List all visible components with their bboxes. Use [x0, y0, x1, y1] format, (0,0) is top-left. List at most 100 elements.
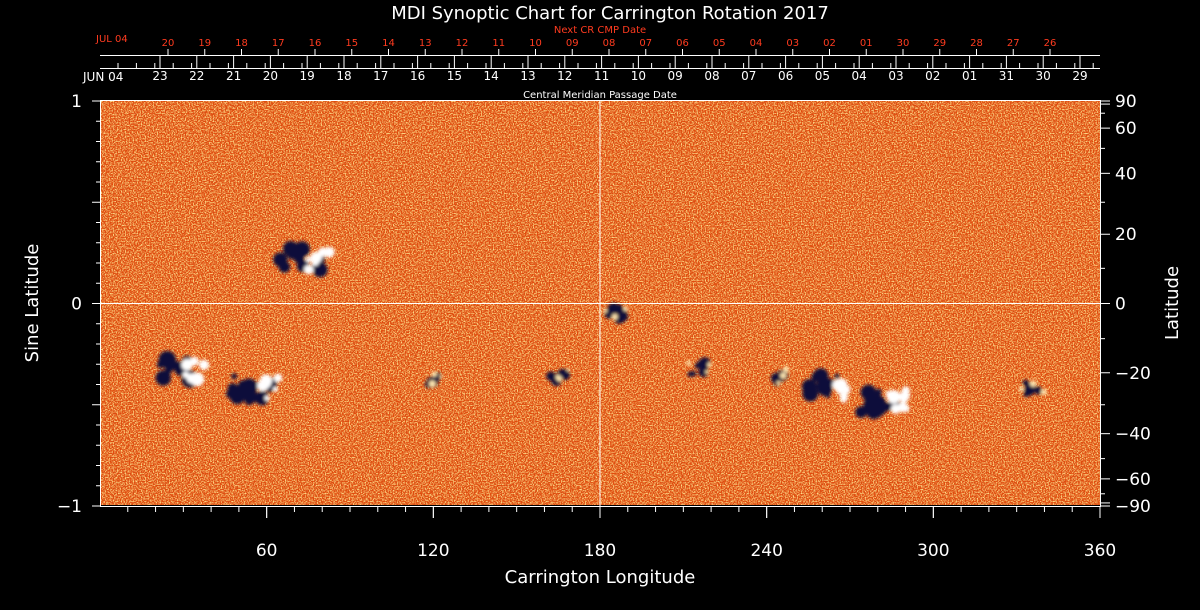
- y-axis-right: 90 60 40 20 0 −20 −40 −60 −90: [1100, 92, 1151, 517]
- negative-flux: [290, 251, 298, 260]
- positive-flux: [776, 380, 781, 385]
- next-cr-date-label: 18: [235, 38, 248, 49]
- cmp-date-label: 03: [888, 69, 903, 83]
- next-cr-date-label: 06: [676, 38, 689, 49]
- cmp-date-label: 20: [263, 69, 278, 83]
- cmp-date-label: 09: [668, 69, 683, 83]
- cmp-date-label: 15: [447, 69, 462, 83]
- next-cr-date-label: 07: [639, 38, 652, 49]
- y-right-tick-label: 60: [1115, 119, 1137, 139]
- cmp-date-label: 01: [962, 69, 977, 83]
- active-region: [603, 302, 629, 324]
- next-cr-date-label: 19: [198, 38, 211, 49]
- positive-flux: [439, 374, 443, 379]
- negative-flux: [802, 385, 819, 402]
- negative-flux: [690, 370, 697, 377]
- negative-flux: [312, 262, 328, 278]
- negative-flux: [165, 361, 171, 368]
- negative-flux: [155, 370, 171, 386]
- active-region: [801, 368, 851, 403]
- negative-flux: [864, 394, 879, 410]
- positive-flux: [686, 360, 692, 366]
- negative-flux: [561, 371, 570, 380]
- positive-flux: [566, 368, 570, 372]
- active-region: [273, 241, 335, 278]
- y-right-tick-label: −40: [1115, 425, 1151, 445]
- x-axis-label: Carrington Longitude: [505, 567, 696, 588]
- next-cr-date-label: 28: [970, 38, 983, 49]
- cmp-date-label: 19: [300, 69, 315, 83]
- next-cr-axis-label: Next CR CMP Date: [554, 25, 646, 36]
- next-cr-date-label: 10: [529, 38, 542, 49]
- negative-flux: [811, 372, 820, 381]
- positive-flux: [782, 366, 790, 373]
- x-tick-label: 300: [917, 541, 949, 561]
- cmp-start-label: JUN 04: [82, 70, 123, 84]
- negative-flux: [254, 390, 270, 406]
- negative-flux: [1023, 391, 1030, 398]
- negative-flux: [241, 383, 255, 397]
- positive-flux: [705, 370, 709, 374]
- x-tick-label: 240: [750, 541, 782, 561]
- positive-flux: [264, 395, 270, 401]
- y-left-tick-label: 0: [71, 295, 82, 315]
- y-right-tick-label: −60: [1115, 470, 1151, 490]
- positive-flux: [886, 389, 901, 404]
- next-cr-date-label: 26: [1044, 38, 1057, 49]
- next-cr-date-label: 01: [860, 38, 873, 49]
- positive-flux: [198, 359, 210, 371]
- x-tick-label: 60: [256, 541, 278, 561]
- positive-flux: [780, 372, 787, 379]
- negative-flux: [607, 302, 620, 315]
- cmp-date-label: 21: [226, 69, 241, 83]
- positive-flux: [901, 386, 910, 395]
- next-cr-date-label: 29: [933, 38, 946, 49]
- next-cr-date-label: 14: [382, 38, 395, 49]
- active-region: [546, 368, 570, 386]
- positive-flux: [839, 392, 849, 402]
- cmp-date-label: 13: [520, 69, 535, 83]
- active-region: [770, 366, 790, 387]
- positive-flux: [431, 371, 438, 377]
- next-cr-date-label: 02: [823, 38, 836, 49]
- next-cr-date-label: 16: [309, 38, 322, 49]
- cmp-date-label: 22: [189, 69, 204, 83]
- negative-flux: [824, 378, 830, 384]
- negative-flux: [231, 373, 238, 380]
- cmp-date-label: 04: [852, 69, 867, 83]
- negative-flux: [166, 365, 173, 373]
- positive-flux: [181, 358, 193, 371]
- positive-flux: [603, 308, 608, 313]
- negative-flux: [825, 392, 831, 398]
- cmp-date-label: 16: [410, 69, 425, 83]
- negative-flux: [834, 373, 840, 379]
- negative-flux: [287, 244, 292, 249]
- active-region: [424, 371, 443, 389]
- positive-flux: [186, 373, 197, 384]
- negative-flux: [546, 371, 556, 381]
- negative-flux: [278, 261, 291, 273]
- cmp-date-label: 23: [152, 69, 167, 83]
- positive-flux: [1040, 389, 1048, 396]
- positive-flux: [272, 386, 279, 392]
- next-cr-date-label: 05: [713, 38, 726, 49]
- cmp-date-label: 08: [704, 69, 719, 83]
- negative-flux: [225, 389, 236, 399]
- active-regions: [155, 241, 1048, 420]
- positive-flux: [899, 394, 909, 403]
- cmp-date-label: 06: [778, 69, 793, 83]
- cmp-date-label: 18: [336, 69, 351, 83]
- positive-flux: [310, 251, 322, 264]
- x-tick-label: 180: [584, 541, 616, 561]
- cmp-date-label: 05: [815, 69, 830, 83]
- negative-flux: [698, 366, 709, 378]
- negative-flux: [1036, 386, 1042, 393]
- cmp-date-label: 17: [373, 69, 388, 83]
- y-right-tick-label: 20: [1115, 225, 1137, 245]
- cmp-date-label: 02: [925, 69, 940, 83]
- cmp-date-label: 12: [557, 69, 572, 83]
- y-axis-right-label: Latitude: [1162, 266, 1183, 340]
- next-cr-axis: 20 19 18 17 16 15 14 13 12 11 10 09 08 07 06 05 04 03 02 01…: [162, 38, 1057, 55]
- next-cr-start-label: JUL 04: [95, 34, 128, 45]
